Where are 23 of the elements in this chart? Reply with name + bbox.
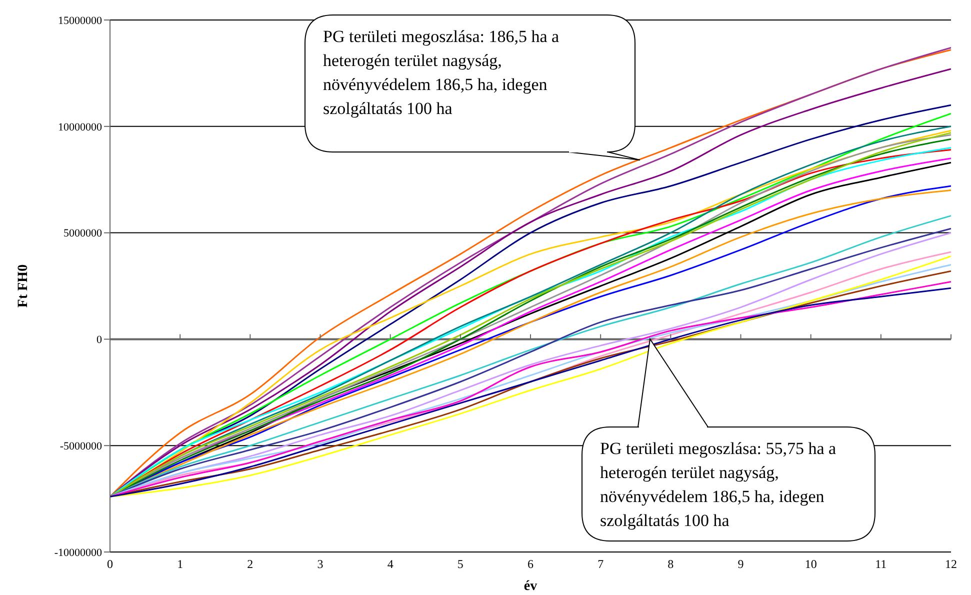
annotation: PG területi megoszlása: 186,5 ha a heterogén terület nagyság, növényvédelem 186,5 ha, idegen szolgáltatás 100 ha (323, 26, 560, 120)
annotation: PG területi megoszlása: 55,75 ha a heterogén terület nagyság, növényvédelem 186,5 ha, idegen szolgáltatás 100 ha (600, 438, 838, 532)
y-tick-label: 0 (96, 334, 102, 346)
x-tick-label: 2 (247, 557, 254, 571)
y-tick-label: 15000000 (58, 14, 102, 27)
x-tick-label: 1 (177, 557, 184, 571)
y-tick-label: -10000000 (54, 546, 102, 559)
x-tick-label: 8 (668, 557, 674, 571)
x-tick-label: 12 (945, 557, 957, 571)
x-tick-label: 5 (457, 557, 464, 571)
x-tick-label: 7 (598, 557, 604, 571)
y-tick-label: 10000000 (58, 121, 102, 134)
x-tick-label: 3 (317, 557, 324, 571)
y-tick-label: -5000000 (60, 440, 102, 453)
x-tick-label: 9 (738, 557, 744, 571)
x-tick-label: 4 (387, 557, 394, 571)
x-tick-label: 6 (528, 557, 534, 571)
x-axis-title: év (524, 579, 538, 594)
y-axis-title: Ft FH0 (16, 264, 31, 308)
x-tick-label: 10 (804, 557, 817, 571)
y-tick-label: 5000000 (64, 228, 102, 240)
x-tick-label: 11 (875, 557, 887, 571)
x-tick-label: 0 (107, 557, 113, 571)
